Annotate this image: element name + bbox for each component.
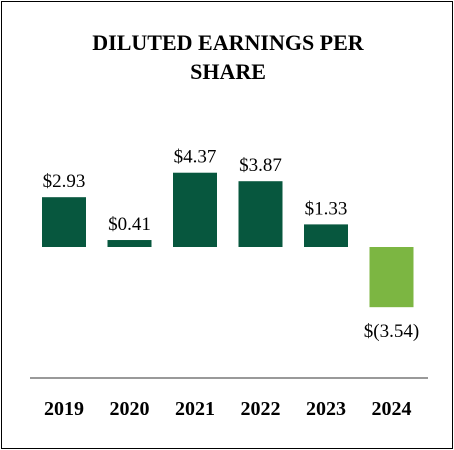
bar-2020 <box>107 240 152 247</box>
data-label-2020: $0.41 <box>108 214 151 235</box>
bar-2019 <box>42 197 86 247</box>
x-tick-label-2019: 2019 <box>44 398 84 420</box>
bar-2023 <box>304 224 348 247</box>
chart-title-line-1: DILUTED EARNINGS PER <box>92 30 364 55</box>
bar-2021 <box>173 172 217 247</box>
data-label-2024: $(3.54) <box>364 321 419 342</box>
chart-title: DILUTED EARNINGS PER SHARE <box>2 28 454 86</box>
data-label-2023: $1.33 <box>305 198 348 219</box>
data-label-2022: $3.87 <box>239 155 282 176</box>
data-label-2019: $2.93 <box>43 171 86 192</box>
x-tick-label-2024: 2024 <box>372 398 412 420</box>
x-tick-label-2020: 2020 <box>110 398 150 420</box>
data-label-2021: $4.37 <box>174 147 217 168</box>
x-tick-label-2021: 2021 <box>175 398 215 420</box>
bar-2024 <box>369 247 414 308</box>
x-tick-label-2022: 2022 <box>241 398 281 420</box>
x-tick-label-2023: 2023 <box>306 398 346 420</box>
chart-title-line-2: SHARE <box>190 59 266 84</box>
bar-2022 <box>238 181 283 247</box>
